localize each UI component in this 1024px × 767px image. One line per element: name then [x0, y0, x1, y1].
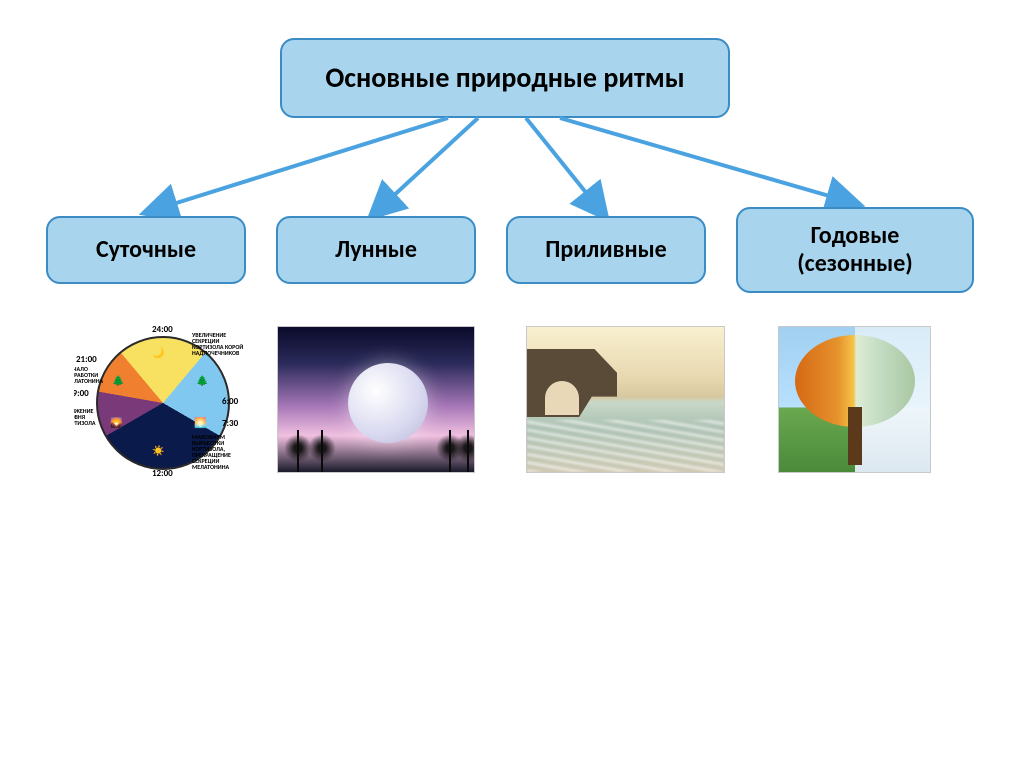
clock-t1: 21:00 [76, 354, 97, 365]
child-box-daily: Суточные [46, 216, 246, 284]
illustration-lunar [277, 326, 475, 473]
arrow-4 [560, 118, 850, 202]
illustration-seasons [778, 326, 931, 473]
clock-t2: 19:00 [74, 388, 89, 399]
child-box-lunar: Лунные [276, 216, 476, 284]
illustration-tidal [526, 326, 725, 473]
child-label-3: Годовые (сезонные) [797, 222, 913, 277]
child-box-annual: Годовые (сезонные) [736, 207, 974, 293]
clk-rt-3: НАДПОЧЕЧНИКОВ [192, 350, 243, 356]
arrow-2 [378, 118, 478, 210]
child-label-2: Приливные [545, 236, 666, 264]
clock-t0: 24:00 [152, 326, 173, 335]
illustration-daily-clock: 🌙 ☀️ 🌄 🌅 🌲 🌲 24:00 21:00 19:00 6:00 7:30… [74, 326, 247, 476]
arrow-3 [526, 118, 600, 210]
clock-t3: 6:00 [222, 396, 238, 407]
child-label-0: Суточные [96, 236, 196, 264]
clk-rb-5: МЕЛАТОНИНА [192, 464, 231, 470]
arrow-1 [154, 118, 448, 210]
clk-l-2: МЕЛАТОНИНА [74, 378, 103, 384]
clock-t4: 7:30 [222, 418, 238, 429]
clk-l-5: КОРТИЗОЛА [74, 420, 96, 426]
child-box-tidal: Приливные [506, 216, 706, 284]
clock-t5: 12:00 [152, 468, 173, 476]
child-label-1: Лунные [335, 236, 417, 264]
